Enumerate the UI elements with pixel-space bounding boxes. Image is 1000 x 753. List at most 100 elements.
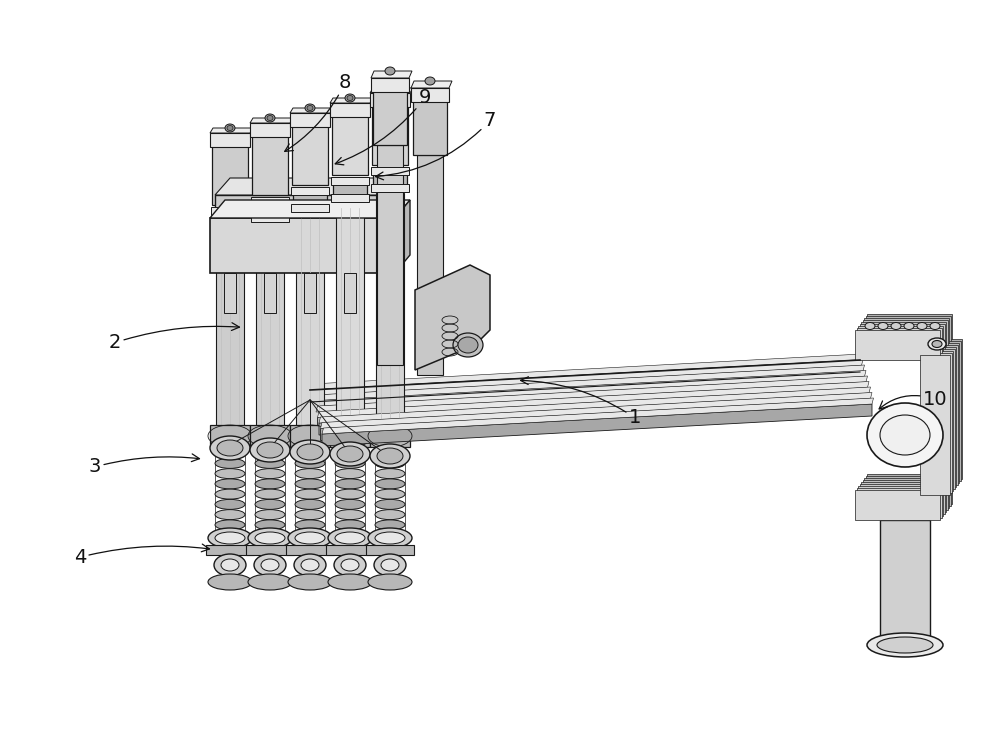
FancyBboxPatch shape — [210, 133, 250, 147]
Ellipse shape — [214, 554, 246, 576]
Ellipse shape — [215, 499, 245, 509]
Polygon shape — [250, 118, 293, 123]
Polygon shape — [313, 365, 864, 401]
FancyBboxPatch shape — [411, 88, 449, 102]
Ellipse shape — [867, 403, 943, 467]
Ellipse shape — [337, 446, 363, 462]
Ellipse shape — [290, 440, 330, 464]
Ellipse shape — [917, 322, 927, 330]
FancyBboxPatch shape — [417, 155, 443, 375]
FancyBboxPatch shape — [331, 177, 369, 185]
Ellipse shape — [221, 559, 239, 571]
Ellipse shape — [370, 444, 410, 468]
Ellipse shape — [375, 468, 405, 479]
Polygon shape — [371, 71, 412, 78]
Ellipse shape — [215, 448, 245, 458]
Text: 4: 4 — [74, 544, 209, 567]
FancyBboxPatch shape — [344, 273, 356, 313]
Polygon shape — [867, 474, 952, 504]
Ellipse shape — [215, 520, 245, 530]
Ellipse shape — [335, 468, 365, 479]
Polygon shape — [930, 341, 960, 481]
FancyBboxPatch shape — [292, 125, 328, 185]
Ellipse shape — [288, 574, 332, 590]
Ellipse shape — [865, 322, 875, 330]
Ellipse shape — [288, 528, 332, 548]
Polygon shape — [320, 392, 872, 428]
Ellipse shape — [891, 322, 901, 330]
Polygon shape — [215, 178, 405, 195]
FancyBboxPatch shape — [371, 167, 409, 175]
Polygon shape — [862, 480, 948, 510]
FancyBboxPatch shape — [291, 204, 329, 212]
Polygon shape — [926, 347, 956, 487]
Ellipse shape — [335, 448, 365, 458]
FancyBboxPatch shape — [253, 200, 287, 218]
Ellipse shape — [335, 520, 365, 530]
Text: 2: 2 — [109, 323, 239, 352]
FancyBboxPatch shape — [372, 105, 408, 165]
Ellipse shape — [375, 489, 405, 499]
Polygon shape — [861, 482, 946, 512]
Ellipse shape — [248, 574, 292, 590]
Ellipse shape — [295, 489, 325, 499]
Ellipse shape — [375, 459, 405, 468]
Ellipse shape — [330, 442, 370, 466]
Polygon shape — [860, 484, 944, 514]
Polygon shape — [310, 360, 860, 402]
FancyBboxPatch shape — [304, 273, 316, 313]
FancyBboxPatch shape — [371, 78, 409, 92]
Ellipse shape — [208, 528, 252, 548]
Polygon shape — [929, 343, 959, 483]
Ellipse shape — [261, 559, 279, 571]
Ellipse shape — [387, 86, 393, 90]
FancyBboxPatch shape — [210, 425, 250, 447]
Polygon shape — [312, 359, 863, 395]
Ellipse shape — [267, 115, 273, 120]
Ellipse shape — [930, 322, 940, 330]
Text: 1: 1 — [521, 376, 641, 428]
FancyBboxPatch shape — [264, 273, 276, 313]
FancyBboxPatch shape — [286, 545, 334, 555]
Polygon shape — [858, 486, 943, 516]
FancyBboxPatch shape — [211, 224, 249, 232]
FancyBboxPatch shape — [366, 545, 414, 555]
Polygon shape — [290, 108, 333, 113]
Ellipse shape — [295, 499, 325, 509]
Ellipse shape — [215, 510, 245, 520]
Polygon shape — [862, 320, 948, 350]
FancyBboxPatch shape — [326, 545, 374, 555]
Ellipse shape — [904, 322, 914, 330]
Ellipse shape — [208, 574, 252, 590]
Ellipse shape — [225, 124, 235, 132]
Ellipse shape — [867, 633, 943, 657]
Polygon shape — [864, 318, 949, 348]
Ellipse shape — [932, 340, 942, 347]
FancyBboxPatch shape — [330, 425, 370, 447]
Ellipse shape — [328, 574, 372, 590]
Polygon shape — [314, 370, 866, 407]
Ellipse shape — [257, 442, 283, 458]
Ellipse shape — [377, 448, 403, 464]
FancyBboxPatch shape — [293, 190, 327, 208]
Ellipse shape — [255, 489, 285, 499]
FancyBboxPatch shape — [370, 93, 410, 107]
Polygon shape — [858, 326, 943, 356]
Polygon shape — [411, 81, 452, 88]
Polygon shape — [924, 349, 954, 489]
Ellipse shape — [877, 637, 933, 653]
Polygon shape — [312, 365, 862, 407]
Ellipse shape — [335, 510, 365, 520]
Ellipse shape — [335, 489, 365, 499]
Ellipse shape — [381, 559, 399, 571]
Ellipse shape — [295, 532, 325, 544]
Text: 8: 8 — [285, 73, 351, 151]
Ellipse shape — [345, 94, 355, 102]
Ellipse shape — [294, 554, 326, 576]
FancyBboxPatch shape — [377, 145, 403, 365]
Ellipse shape — [458, 337, 478, 353]
Ellipse shape — [374, 554, 406, 576]
FancyBboxPatch shape — [376, 193, 404, 430]
FancyBboxPatch shape — [332, 115, 368, 175]
Ellipse shape — [255, 468, 285, 479]
